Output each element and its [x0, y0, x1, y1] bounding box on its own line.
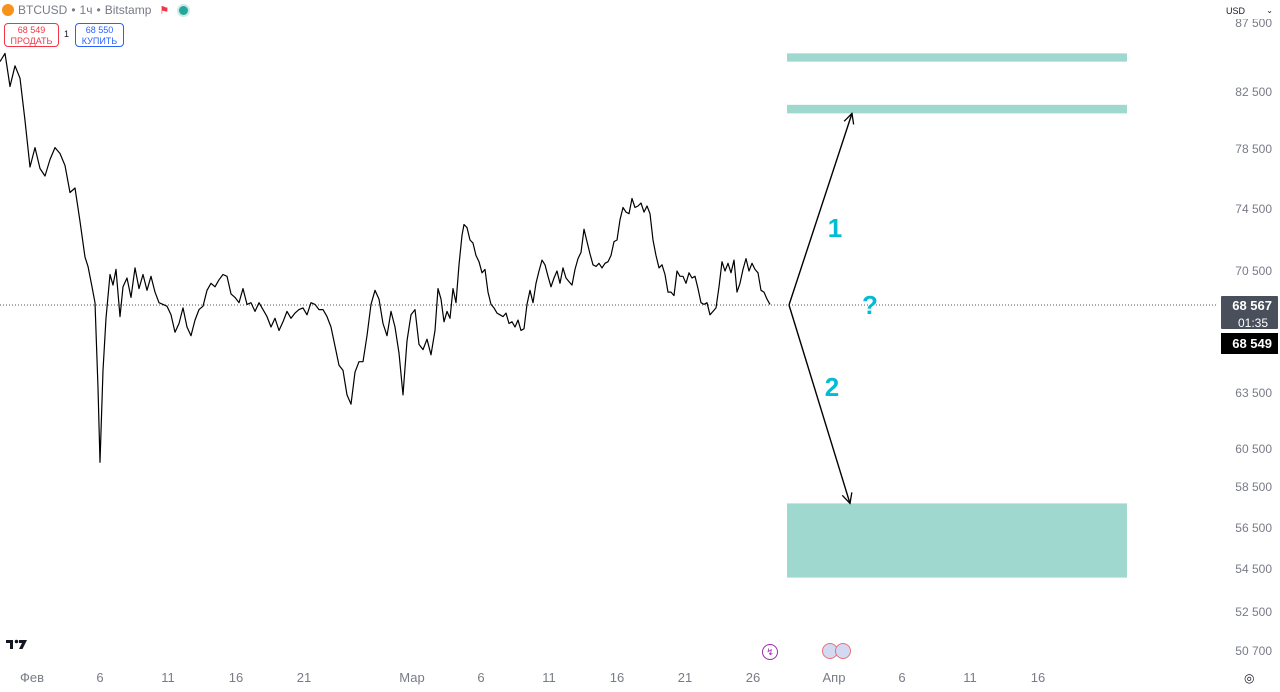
- interval-label[interactable]: 1ч: [79, 3, 93, 17]
- spread-value: 1: [64, 29, 70, 39]
- price-axis-tick: 63 500: [1235, 386, 1272, 400]
- time-axis-tick: Фев: [20, 670, 44, 685]
- time-axis-tick: 16: [1031, 670, 1045, 685]
- price-axis-tick: 54 500: [1235, 562, 1272, 576]
- price-axis-tick: 78 500: [1235, 142, 1272, 156]
- us-flag-event-icon[interactable]: [835, 643, 851, 659]
- price-axis-tick: 82 500: [1235, 85, 1272, 99]
- price-axis-tick: 60 500: [1235, 442, 1272, 456]
- price-axis-tick: 52 500: [1235, 605, 1272, 619]
- symbol-header[interactable]: BTCUSD • 1ч • Bitstamp ⚑: [2, 3, 191, 17]
- scenario-2-label[interactable]: 2: [825, 372, 839, 402]
- last-price-value: 68 567: [1232, 298, 1272, 313]
- sell-price: 68 549: [17, 25, 46, 35]
- bid-price-value: 68 549: [1232, 336, 1272, 351]
- time-axis-tick: 26: [746, 670, 760, 685]
- time-axis-tick: 6: [96, 670, 103, 685]
- currency-selector[interactable]: USD ⌄: [1220, 2, 1277, 19]
- bitcoin-logo-icon: [2, 4, 14, 16]
- time-axis-tick: 6: [898, 670, 905, 685]
- target-zone[interactable]: [787, 53, 1127, 62]
- bid-price-badge: [1221, 333, 1278, 354]
- scenario-arrow-1[interactable]: [788, 113, 852, 306]
- symbol-name[interactable]: BTCUSD: [18, 3, 68, 17]
- sell-label: ПРОДАТЬ: [10, 35, 53, 46]
- tradingview-logo-icon[interactable]: [6, 637, 28, 651]
- price-axis-tick: 87 500: [1235, 16, 1272, 30]
- scenario-arrow-2[interactable]: [788, 304, 850, 503]
- separator: •: [96, 3, 101, 17]
- lightning-event-icon[interactable]: ↯: [762, 644, 778, 660]
- price-axis-tick: 70 500: [1235, 264, 1272, 278]
- last-price-badge: [1221, 296, 1278, 329]
- buy-price: 68 550: [85, 25, 114, 35]
- settings-icon[interactable]: ◎: [1244, 671, 1255, 685]
- time-axis-tick: Мар: [399, 670, 424, 685]
- exchange-label: Bitstamp: [104, 3, 152, 17]
- currency-label: USD: [1226, 6, 1246, 16]
- sell-button[interactable]: 68 549 ПРОДАТЬ: [4, 23, 59, 47]
- time-axis-tick: 16: [610, 670, 624, 685]
- time-axis-tick: Апр: [823, 670, 846, 685]
- separator: •: [71, 3, 76, 17]
- price-axis-tick: 56 500: [1235, 521, 1272, 535]
- bar-countdown: 01:35: [1238, 316, 1268, 330]
- scenario-1-label[interactable]: 1: [828, 213, 842, 243]
- question-label[interactable]: ?: [862, 290, 878, 320]
- price-axis-tick: 74 500: [1235, 202, 1272, 216]
- time-axis-tick: 11: [161, 670, 175, 685]
- target-zone[interactable]: [787, 503, 1127, 578]
- time-axis-tick: 16: [229, 670, 243, 685]
- time-axis-tick: 11: [542, 670, 556, 685]
- btc-price-series: [0, 52, 771, 463]
- buy-button[interactable]: 68 550 КУПИТЬ: [75, 23, 124, 47]
- time-axis-tick: 11: [963, 670, 977, 685]
- price-axis-tick: 58 500: [1235, 480, 1272, 494]
- time-axis-tick: 6: [477, 670, 484, 685]
- time-axis-tick: 21: [297, 670, 311, 685]
- buy-label: КУПИТЬ: [81, 35, 118, 46]
- target-zone[interactable]: [787, 104, 1127, 114]
- price-axis-tick: 50 700: [1235, 644, 1272, 658]
- chevron-down-icon: ⌄: [1266, 6, 1273, 15]
- flag-icon[interactable]: ⚑: [159, 4, 170, 17]
- market-status-icon[interactable]: [177, 3, 191, 17]
- time-axis-tick: 21: [678, 670, 692, 685]
